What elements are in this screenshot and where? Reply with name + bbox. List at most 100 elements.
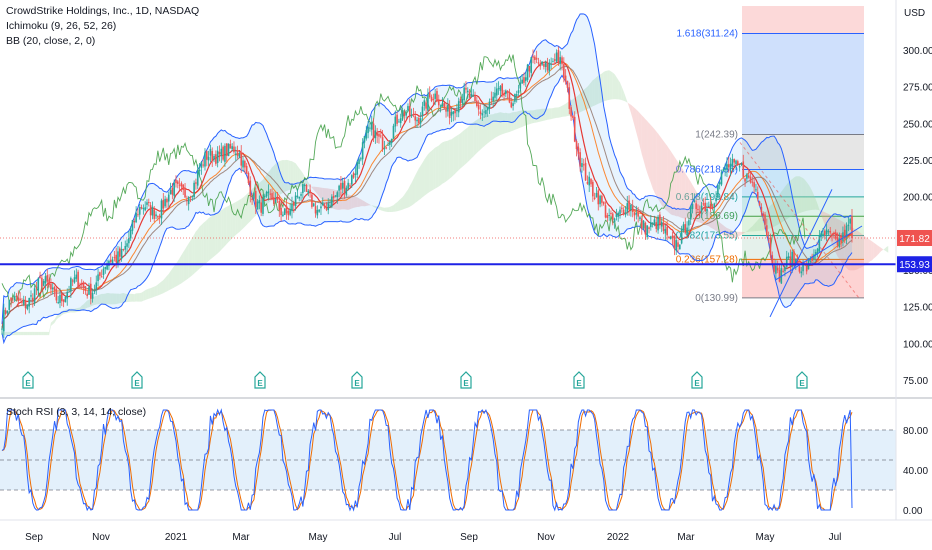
- kumo-segment: [20, 331, 22, 336]
- candle-body: [113, 257, 116, 259]
- candle-body: [169, 189, 172, 195]
- kumo-segment: [368, 203, 370, 206]
- candle-body: [329, 205, 331, 207]
- kumo-segment: [279, 160, 282, 196]
- candle-body: [216, 150, 219, 163]
- candle-body: [744, 178, 746, 182]
- earnings-marker[interactable]: E: [573, 371, 585, 389]
- candle-body: [367, 126, 369, 134]
- candle-body: [403, 111, 406, 117]
- kumo-segment: [813, 194, 816, 210]
- earnings-marker[interactable]: E: [22, 371, 34, 389]
- earnings-marker[interactable]: E: [796, 371, 808, 389]
- candle-body: [135, 212, 137, 223]
- osc-tick-label: 0.00: [903, 506, 923, 517]
- kumo-segment: [810, 187, 813, 211]
- candle-body: [82, 283, 85, 288]
- earnings-marker[interactable]: E: [351, 371, 363, 389]
- kumo-segment: [806, 182, 809, 211]
- candle-body: [178, 184, 181, 186]
- candle-body: [274, 199, 277, 203]
- kumo-segment: [551, 108, 553, 120]
- candle-body: [481, 113, 484, 116]
- kumo-segment: [380, 206, 383, 211]
- kumo-segment: [406, 189, 408, 209]
- candle-body: [39, 276, 41, 278]
- svg-text:E: E: [134, 379, 140, 388]
- candle-body: [6, 310, 9, 314]
- y-tick-label: 250.00: [903, 119, 932, 130]
- x-tick-label: Jul: [389, 532, 402, 543]
- kumo-segment: [556, 107, 559, 118]
- candle-body: [637, 212, 639, 217]
- candle-body: [802, 264, 804, 272]
- kumo-segment: [143, 290, 146, 301]
- kumo-segment: [272, 165, 274, 201]
- candle-body: [575, 141, 578, 150]
- kumo-segment: [204, 220, 207, 265]
- candle-body: [416, 119, 418, 122]
- kumo-segment: [268, 169, 271, 204]
- kumo-segment: [449, 139, 452, 179]
- candle-body: [588, 176, 591, 186]
- bb-legend[interactable]: BB (20, close, 2, 0): [6, 35, 96, 47]
- kumo-segment: [638, 111, 640, 147]
- candle-body: [4, 310, 7, 315]
- candle-body: [572, 115, 574, 118]
- candle-body: [19, 298, 21, 301]
- candle-body: [61, 293, 63, 302]
- earnings-marker[interactable]: E: [460, 371, 472, 389]
- kumo-segment: [560, 105, 563, 118]
- candle-body: [84, 286, 87, 292]
- kumo-segment: [496, 112, 499, 137]
- candle-body: [8, 299, 11, 310]
- candle-body: [378, 133, 380, 137]
- candle-body: [73, 277, 76, 283]
- kumo-segment: [507, 113, 510, 133]
- stoch-legend[interactable]: Stoch RSI (3, 3, 14, 14, close): [6, 406, 147, 418]
- kumo-segment: [484, 115, 486, 147]
- candle-body: [644, 222, 647, 235]
- candle-body: [544, 62, 547, 67]
- kumo-segment: [186, 243, 189, 280]
- candle-body: [387, 144, 389, 146]
- candle-body: [505, 90, 507, 95]
- candle-body: [671, 235, 674, 239]
- candle-body: [258, 200, 261, 204]
- kumo-segment: [43, 331, 46, 336]
- candle-body: [271, 193, 273, 200]
- candle-body: [273, 197, 275, 204]
- candle-body: [615, 214, 618, 217]
- symbol-title[interactable]: CrowdStrike Holdings, Inc., 1D, NASDAQ: [6, 5, 200, 17]
- candle-body: [800, 271, 803, 274]
- kumo-segment: [163, 277, 166, 294]
- earnings-marker[interactable]: E: [254, 371, 266, 389]
- candle-body: [155, 214, 157, 217]
- earnings-marker[interactable]: E: [131, 371, 143, 389]
- kumo-segment: [420, 162, 423, 199]
- ichimoku-legend[interactable]: Ichimoku (9, 26, 52, 26): [6, 20, 117, 32]
- kumo-segment: [232, 202, 234, 239]
- kumo-segment: [244, 194, 247, 227]
- candle-body: [831, 234, 833, 236]
- candle-body: [785, 256, 788, 267]
- candle-body: [59, 294, 61, 303]
- candle-body: [68, 290, 70, 292]
- main-legend: CrowdStrike Holdings, Inc., 1D, NASDAQ I…: [6, 4, 199, 49]
- candle-body: [106, 263, 108, 270]
- candle-body: [833, 232, 835, 234]
- candle-body: [653, 219, 656, 226]
- candle-body: [425, 102, 427, 109]
- osc-tick-label: 80.00: [903, 426, 928, 437]
- kumo-segment: [464, 128, 466, 166]
- candle-body: [679, 244, 681, 250]
- candle-body: [760, 206, 763, 213]
- candle-body: [200, 162, 203, 168]
- candle-body: [240, 152, 243, 166]
- candle-body: [316, 209, 319, 216]
- candle-body: [530, 57, 533, 73]
- candle-body: [711, 206, 714, 208]
- earnings-marker[interactable]: E: [691, 371, 703, 389]
